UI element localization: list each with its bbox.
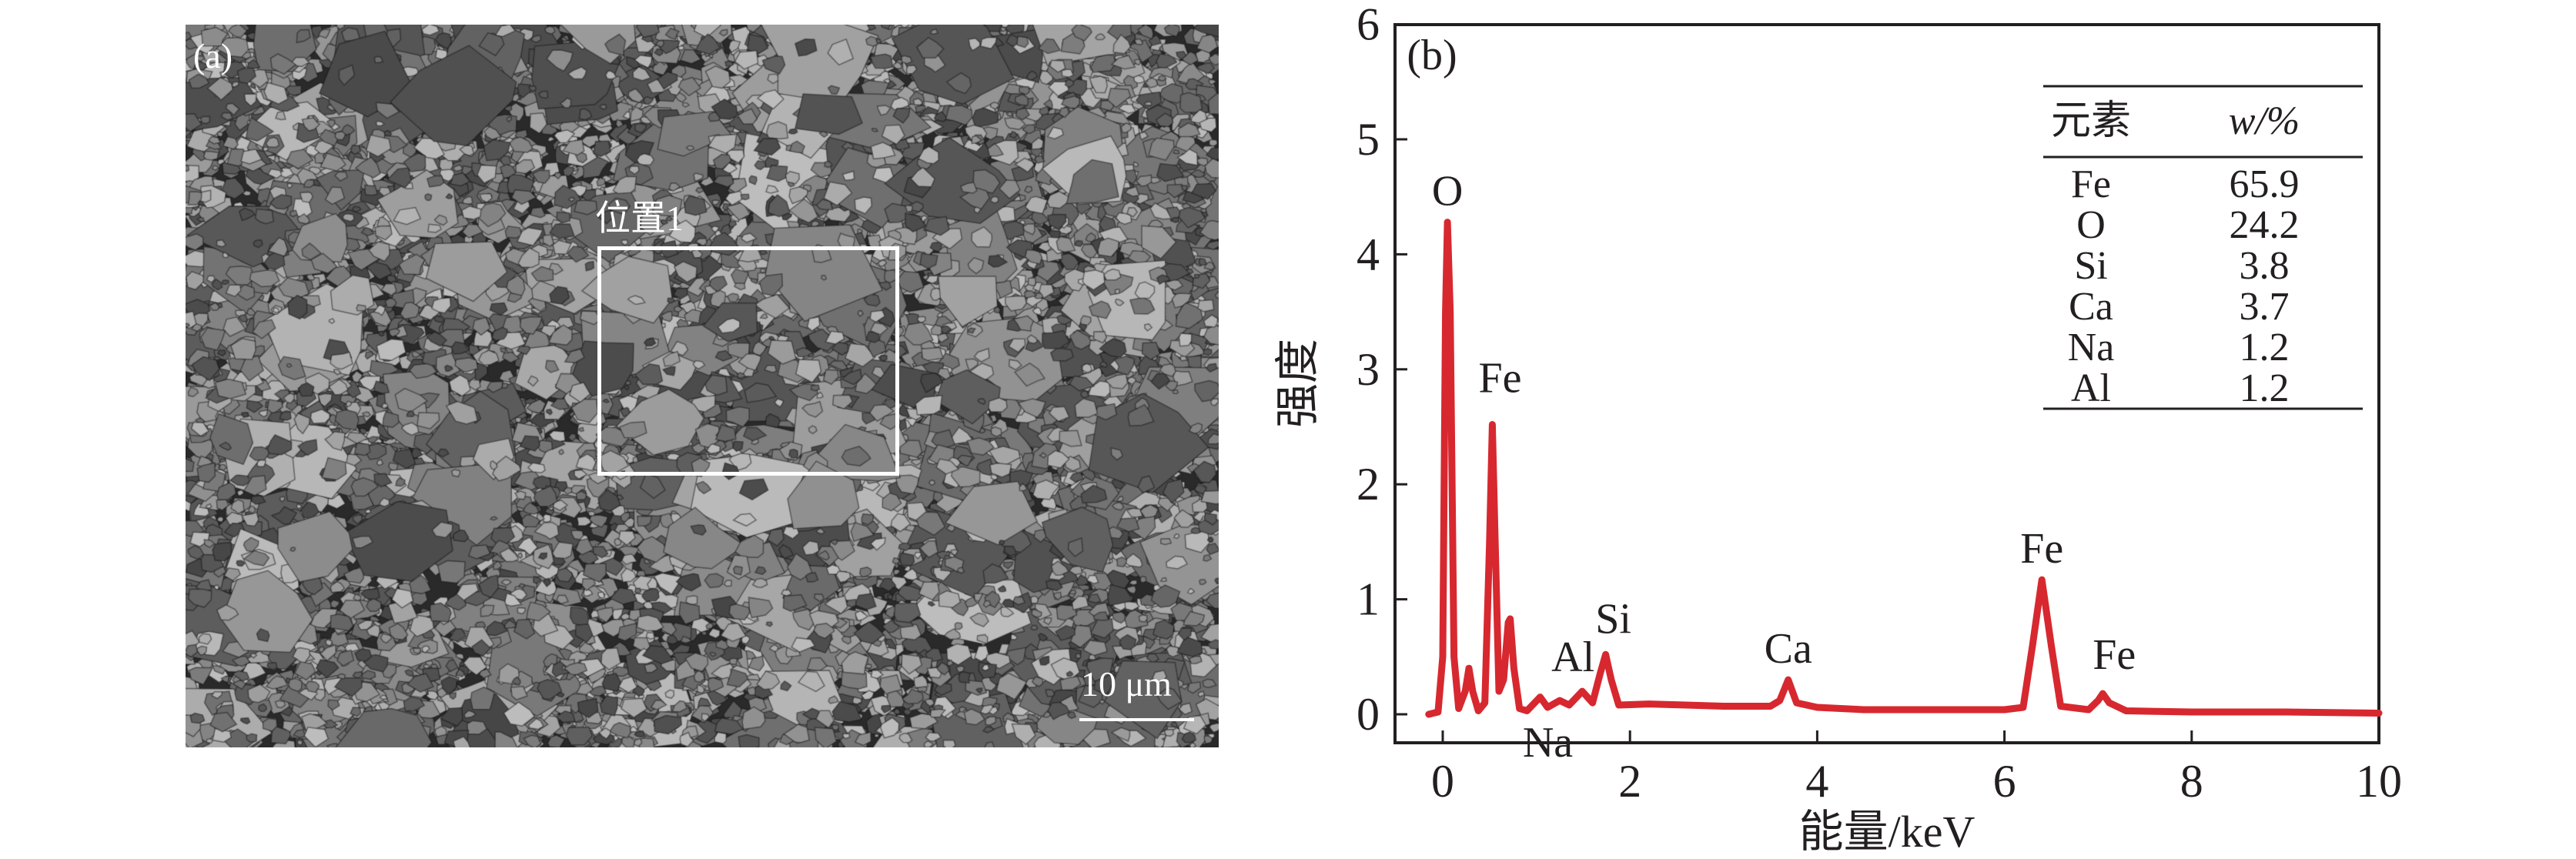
- y-tick-label: 3: [1357, 344, 1380, 395]
- x-tick-label: 8: [2180, 756, 2203, 807]
- table-cell-value: 1.2: [2240, 326, 2290, 369]
- peak-label: Al: [1551, 633, 1594, 681]
- table-cell-value: 24.2: [2230, 203, 2300, 247]
- peak-label: Na: [1523, 719, 1573, 767]
- y-tick-label: 5: [1357, 114, 1380, 165]
- scale-bar: [1079, 718, 1194, 721]
- y-axis-label: 强度: [1273, 339, 1323, 428]
- table-header-element: 元素: [2051, 99, 2131, 143]
- peak-label: O: [1432, 168, 1463, 216]
- table-cell-value: 65.9: [2230, 162, 2300, 206]
- y-tick-label: 6: [1357, 0, 1380, 50]
- peak-label: Fe: [1478, 355, 1521, 403]
- table-cell-element: O: [2076, 203, 2106, 247]
- panel-a-label: (a): [193, 36, 233, 75]
- x-axis-label: 能量/keV: [1799, 807, 1975, 857]
- x-tick-label: 0: [1431, 756, 1454, 807]
- table-cell-element: Na: [2068, 326, 2115, 369]
- sem-micrograph: (a) 位置1 10 μm: [186, 25, 1219, 747]
- table-cell-element: Si: [2074, 244, 2107, 288]
- table-header-wt: w/%: [2229, 99, 2300, 143]
- spectrum-line: [1425, 219, 2383, 718]
- peak-label: Fe: [2093, 631, 2136, 679]
- x-tick-label: 4: [1805, 756, 1828, 807]
- y-tick-label: 1: [1357, 574, 1380, 625]
- region-label: 位置1: [595, 199, 684, 238]
- x-tick-label: 6: [1993, 756, 2016, 807]
- y-tick-label: 4: [1357, 229, 1380, 279]
- peak-label: Si: [1595, 595, 1631, 643]
- peak-label: Fe: [2020, 525, 2063, 573]
- region-box: [597, 246, 899, 476]
- table-cell-value: 1.2: [2240, 366, 2290, 410]
- table-cell-value: 3.7: [2240, 285, 2290, 329]
- y-tick-label: 2: [1357, 459, 1380, 510]
- table-cell-element: Fe: [2071, 162, 2111, 206]
- table-cell-element: Ca: [2069, 285, 2113, 329]
- scale-bar-label: 10 μm: [1081, 664, 1172, 704]
- x-tick-label: 2: [1618, 756, 1641, 807]
- panel-b-label: (b): [1407, 32, 1457, 79]
- table-cell-value: 3.8: [2240, 244, 2290, 288]
- peak-label: Ca: [1765, 625, 1812, 673]
- x-tick-label: 10: [2356, 756, 2402, 807]
- table-cell-element: Al: [2071, 366, 2111, 410]
- plot-frame: [1393, 23, 2380, 744]
- sem-image: [186, 25, 1219, 747]
- y-tick-label: 0: [1357, 689, 1380, 740]
